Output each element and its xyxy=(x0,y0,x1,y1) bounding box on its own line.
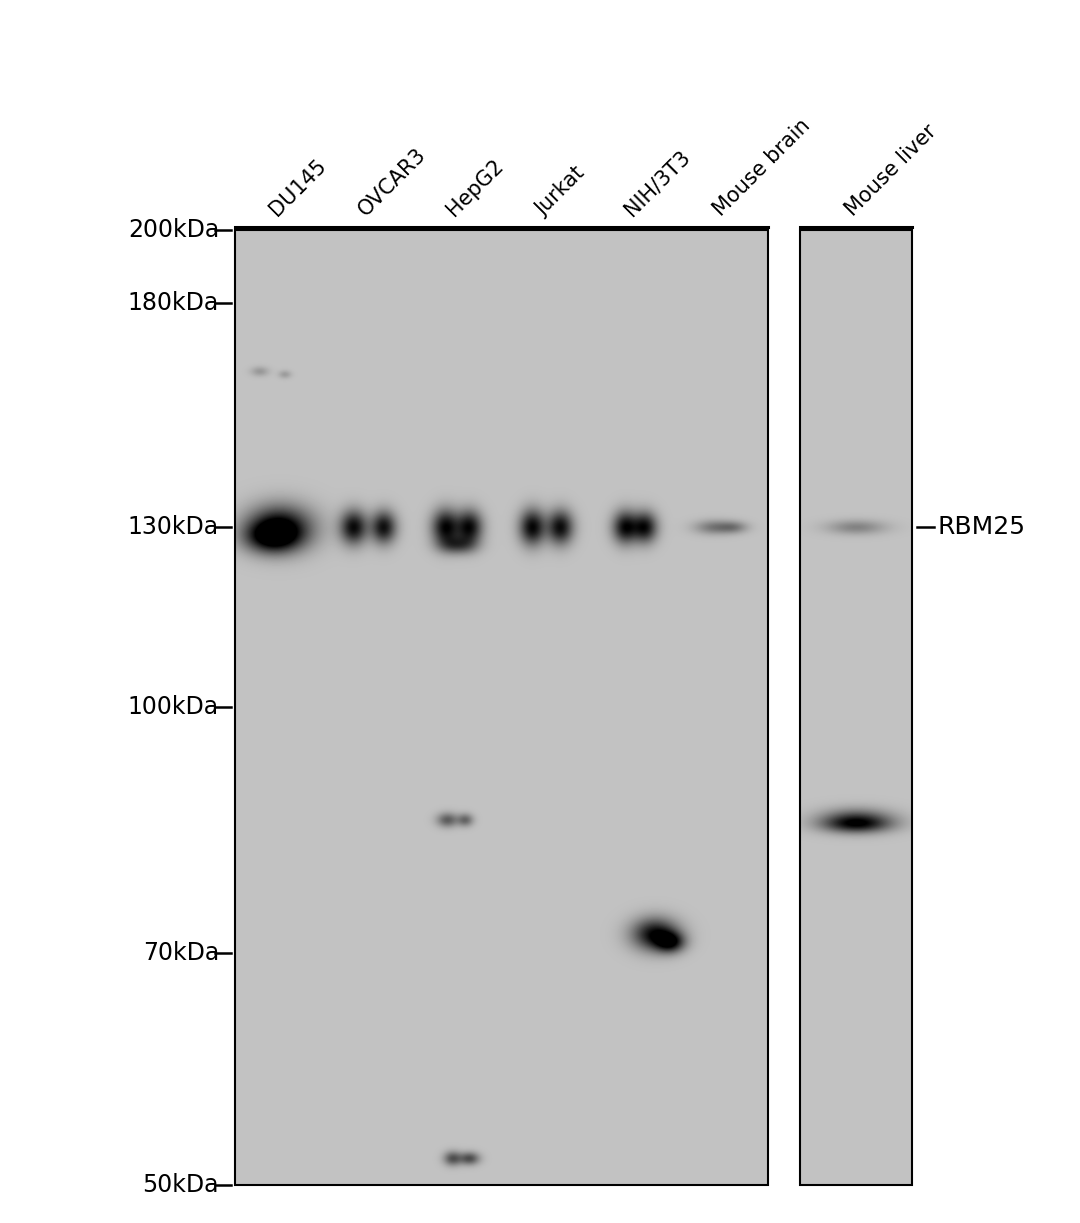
Text: RBM25: RBM25 xyxy=(939,515,1026,539)
Text: Mouse brain: Mouse brain xyxy=(710,115,814,220)
Text: 100kDa: 100kDa xyxy=(127,696,219,719)
Text: OVCAR3: OVCAR3 xyxy=(354,144,430,220)
Text: Jurkat: Jurkat xyxy=(531,163,589,220)
Bar xyxy=(235,230,768,1185)
Text: 50kDa: 50kDa xyxy=(143,1173,219,1197)
Text: 200kDa: 200kDa xyxy=(127,218,219,242)
Text: NIH/3T3: NIH/3T3 xyxy=(621,147,693,220)
Text: HepG2: HepG2 xyxy=(443,155,508,220)
Text: DU145: DU145 xyxy=(266,155,329,220)
Text: 180kDa: 180kDa xyxy=(127,291,219,314)
Text: Mouse liver: Mouse liver xyxy=(841,121,941,220)
Text: 130kDa: 130kDa xyxy=(127,515,219,539)
Text: 70kDa: 70kDa xyxy=(143,942,219,965)
Bar xyxy=(800,230,912,1185)
